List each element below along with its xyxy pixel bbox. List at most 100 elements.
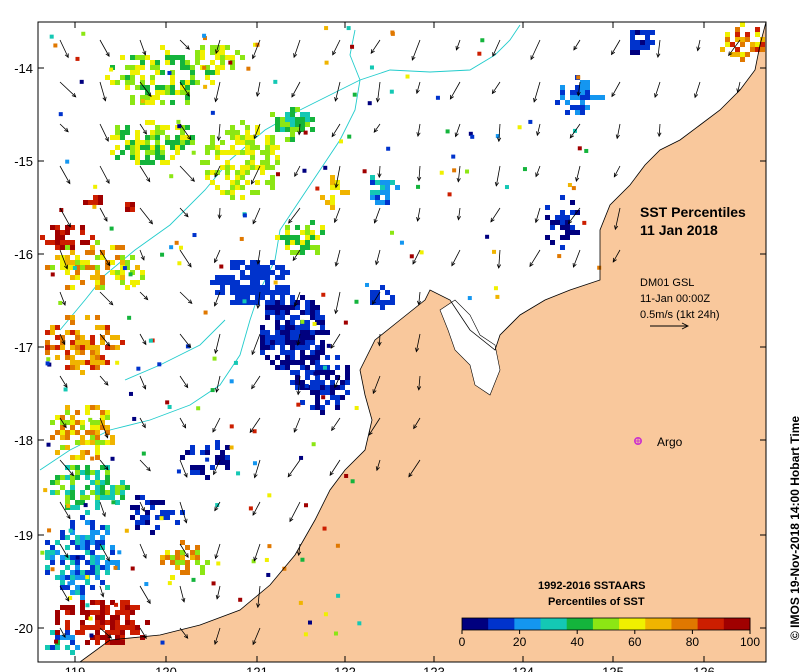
sst-pixel [95, 490, 100, 495]
sst-pixel [230, 65, 235, 70]
sst-pixel [195, 50, 200, 55]
sst-pixel [285, 340, 290, 345]
sst-pixel [265, 300, 270, 305]
sst-pixel [140, 75, 145, 80]
sst-pixel [85, 340, 90, 345]
sst-pixel [585, 85, 590, 90]
sst-pixel [290, 360, 295, 365]
argo-float-marker[interactable] [633, 436, 642, 445]
sst-pixel [305, 112, 310, 117]
sst-pixel [170, 55, 175, 60]
sst-pixel [230, 135, 235, 140]
sst-pixel [100, 635, 105, 640]
sst-pixel [89, 633, 94, 638]
sst-pixel [320, 405, 325, 410]
sst-pixel [65, 315, 70, 320]
current-arrow [288, 207, 301, 224]
sst-pixel [174, 240, 179, 245]
sst-pixel [60, 245, 65, 250]
sst-pixel [570, 95, 575, 100]
sst-pixel [45, 550, 50, 555]
current-arrow [139, 501, 145, 512]
sst-pixel [346, 26, 351, 31]
sst-pixel [135, 55, 140, 60]
sst-pixel [100, 490, 105, 495]
sst-pixel [40, 550, 45, 555]
current-arrow [59, 165, 71, 185]
sst-pixel [290, 315, 295, 320]
sst-pixel [395, 185, 400, 190]
sst-pixel [125, 140, 130, 145]
sst-pixel [250, 260, 255, 265]
sst-pixel [175, 145, 180, 150]
sst-pixel [740, 37, 745, 42]
sst-pixel [295, 250, 300, 255]
sst-pixel [60, 560, 65, 565]
current-arrow [139, 39, 147, 56]
sst-pixel [55, 245, 60, 250]
sst-pixel [60, 605, 65, 610]
sst-pixel [155, 155, 160, 160]
current-arrow [456, 207, 461, 221]
sst-pixel [85, 535, 90, 540]
sst-pixel [310, 340, 315, 345]
sst-pixel [60, 485, 65, 490]
sst-pixel [330, 395, 335, 400]
sst-pixel [235, 265, 240, 270]
sst-pixel [560, 215, 565, 220]
sst-pixel [175, 140, 180, 145]
sst-pixel [135, 625, 140, 630]
sst-pixel [211, 581, 216, 586]
sst-pixel [55, 355, 60, 360]
sst-pixel [270, 335, 275, 340]
legend-title-line2: Percentiles of SST [548, 596, 645, 608]
sst-pixel [110, 65, 115, 70]
sst-pixel [145, 95, 150, 100]
sst-pixel [300, 365, 305, 370]
sst-pixel [85, 550, 90, 555]
sst-pixel [200, 55, 205, 60]
sst-pixel [315, 355, 320, 360]
sst-pixel [285, 117, 290, 122]
sst-pixel [233, 360, 238, 365]
sst-pixel [245, 130, 250, 135]
current-arrow [656, 39, 661, 59]
sst-pixel [70, 635, 75, 640]
sst-pixel [110, 560, 115, 565]
sst-pixel [740, 42, 745, 47]
sst-pixel [135, 155, 140, 160]
sst-pixel [65, 225, 70, 230]
sst-pixel [320, 380, 325, 385]
sst-pixel [335, 375, 340, 380]
sst-pixel [280, 330, 285, 335]
x-tick-label: 126 [693, 665, 715, 672]
sst-pixel [597, 265, 602, 270]
sst-pixel [255, 280, 260, 285]
sst-pixel [170, 100, 175, 105]
sst-pixel [75, 440, 80, 445]
sst-pixel [275, 155, 280, 160]
sst-pixel [550, 220, 555, 225]
sst-pixel [85, 640, 90, 645]
sst-pixel [165, 515, 170, 520]
sst-pixel [110, 335, 115, 340]
sst-pixel [635, 45, 640, 50]
sst-pixel [280, 300, 285, 305]
sst-pixel [105, 560, 110, 565]
sst-pixel [310, 350, 315, 355]
sst-pixel [75, 410, 80, 415]
sst-pixel [120, 275, 125, 280]
y-tick-label: -18 [14, 433, 33, 448]
current-arrow [215, 39, 221, 55]
sst-pixel [320, 195, 325, 200]
sst-pixel [100, 540, 105, 545]
sst-pixel [335, 405, 340, 410]
sst-pixel [545, 215, 550, 220]
sst-pixel [273, 280, 278, 285]
sst-pixel [95, 505, 100, 510]
sst-pixel [115, 245, 120, 250]
sst-pixel [130, 75, 135, 80]
sst-pixel [155, 525, 160, 530]
legend-swatch [592, 618, 620, 630]
sst-pixel [229, 379, 234, 384]
